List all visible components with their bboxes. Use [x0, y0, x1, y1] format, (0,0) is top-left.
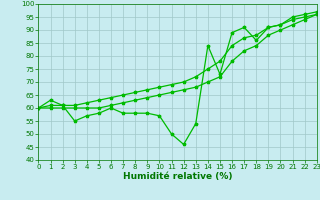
- X-axis label: Humidité relative (%): Humidité relative (%): [123, 172, 232, 181]
